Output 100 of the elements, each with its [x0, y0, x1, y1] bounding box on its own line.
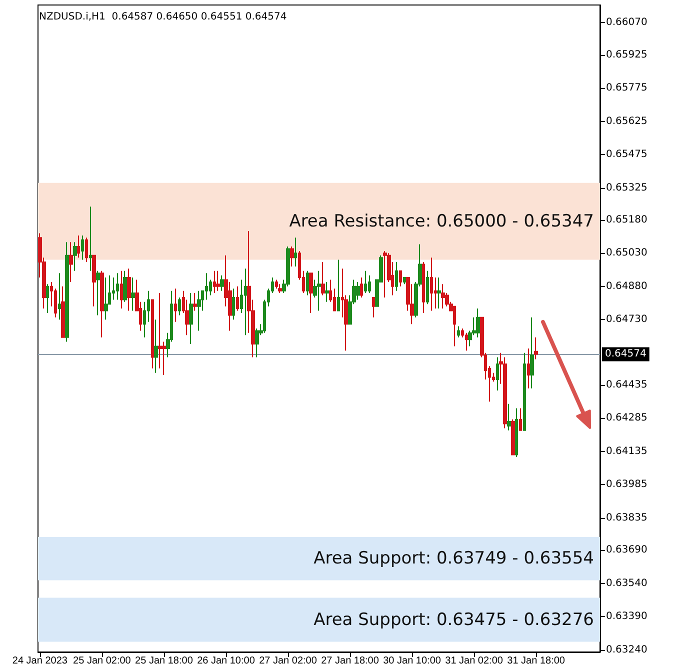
candlestick	[81, 234, 84, 260]
y-tick-label: 0.63390	[606, 611, 648, 622]
candlestick	[275, 279, 278, 290]
candlestick	[422, 262, 425, 314]
y-tick-label: 0.63690	[606, 544, 648, 556]
candlestick	[151, 299, 154, 369]
candlestick	[189, 292, 193, 345]
candlestick	[503, 356, 507, 429]
band-label: Area Resistance: 0.65000 - 0.65347	[289, 211, 594, 232]
candlestick	[116, 272, 119, 300]
text: NZDUSD.i,H1 0.64587 0.64650 0.64551 0.64574	[39, 12, 287, 22]
candlestick	[321, 262, 325, 296]
candlestick	[131, 277, 135, 312]
candlestick	[178, 296, 181, 316]
candlestick	[77, 234, 80, 258]
y-tick-label: 0.64730	[606, 314, 648, 326]
candlestick	[360, 277, 363, 298]
candlestick	[127, 268, 131, 312]
candlestick	[457, 326, 460, 338]
candlestick	[309, 272, 313, 314]
candlestick	[236, 286, 239, 312]
candlestick	[213, 270, 216, 294]
candlestick	[278, 284, 282, 294]
candlestick	[232, 288, 235, 320]
y-tick-label: 0.66070	[606, 17, 648, 28]
candlestick	[85, 237, 88, 263]
candlestick	[476, 308, 480, 338]
candlestick	[403, 277, 406, 285]
candlestick	[317, 270, 321, 312]
candlestick	[523, 352, 526, 431]
candlestick	[496, 356, 499, 392]
candlestick	[437, 277, 441, 310]
y-tick-label: 0.63540	[606, 578, 648, 589]
ref-line-label: 0.64574	[605, 348, 646, 360]
candlestick	[104, 277, 108, 320]
candlestick	[244, 268, 247, 336]
band-label: Area Support: 0.63749 - 0.63554	[314, 548, 594, 569]
candlestick	[294, 237, 297, 267]
candlestick	[61, 286, 65, 338]
candlestick	[69, 242, 73, 282]
candlestick	[530, 316, 534, 389]
candlestick	[465, 332, 468, 352]
x-tick-label: 31 Jan 02:00	[445, 656, 504, 666]
y-tick-label: 0.65925	[606, 49, 648, 60]
candlestick	[511, 418, 515, 456]
candlestick	[430, 257, 433, 312]
y-tick-label: 0.65325	[606, 182, 648, 194]
candlestick	[216, 270, 220, 292]
x-tick-label: 31 Jan 18:00	[507, 656, 566, 666]
candlestick	[220, 274, 224, 292]
y-tick-label: 0.64135	[606, 446, 648, 457]
x-tick-label: 24 Jan 2023	[12, 656, 68, 666]
y-tick-label: 0.64435	[606, 380, 648, 390]
candlestick	[356, 281, 360, 300]
y-tick-label: 0.63985	[606, 479, 648, 490]
candlestick	[337, 259, 340, 312]
candlestick	[123, 270, 127, 302]
candlestick	[519, 408, 522, 431]
candlestick	[174, 288, 177, 322]
y-tick-label: 0.64285	[606, 412, 648, 424]
candlestick	[306, 270, 309, 296]
candlestick	[453, 306, 456, 347]
candlestick	[65, 242, 69, 342]
band-label: Area Support: 0.63475 - 0.63276	[314, 610, 594, 630]
candlestick	[399, 270, 402, 287]
candlestick	[368, 274, 371, 294]
candlestick	[73, 242, 77, 272]
candlestick	[193, 292, 197, 312]
candlestick	[96, 270, 100, 316]
candlestick	[46, 284, 49, 314]
candlestick	[426, 270, 429, 305]
y-tick-label: 0.65775	[606, 82, 648, 94]
candlestick	[120, 270, 123, 310]
y-tick-label: 0.65475	[606, 149, 648, 160]
candlestick	[515, 408, 518, 458]
candlestick	[507, 403, 511, 431]
x-tick-label: 27 Jan 02:00	[259, 656, 318, 666]
y-tick-label: 0.65030	[606, 248, 648, 259]
candlestick	[100, 270, 104, 338]
candlestick	[372, 296, 375, 318]
y-tick-label: 0.63835	[606, 512, 648, 524]
y-tick-label: 0.65625	[606, 116, 648, 127]
candlestick	[534, 336, 538, 360]
candlestick	[255, 328, 259, 358]
candlestick	[92, 254, 96, 307]
candlestick	[383, 250, 387, 298]
candlestick	[58, 272, 61, 320]
x-tick-label: 25 Jan 02:00	[73, 656, 132, 666]
x-tick-label: 25 Jan 18:00	[135, 656, 194, 666]
candlestick	[325, 281, 329, 302]
candlestick	[89, 206, 92, 272]
candlestick	[527, 348, 530, 389]
y-tick-label: 0.63240	[606, 644, 648, 656]
candlestick	[395, 262, 398, 292]
y-tick-label: 0.65180	[606, 214, 648, 226]
candlestick	[290, 246, 294, 267]
x-tick-label: 26 Jan 10:00	[197, 656, 256, 666]
x-tick-label: 27 Jan 18:00	[321, 656, 380, 666]
y-tick-label: 0.64880	[606, 280, 648, 292]
candlestick	[364, 270, 367, 294]
